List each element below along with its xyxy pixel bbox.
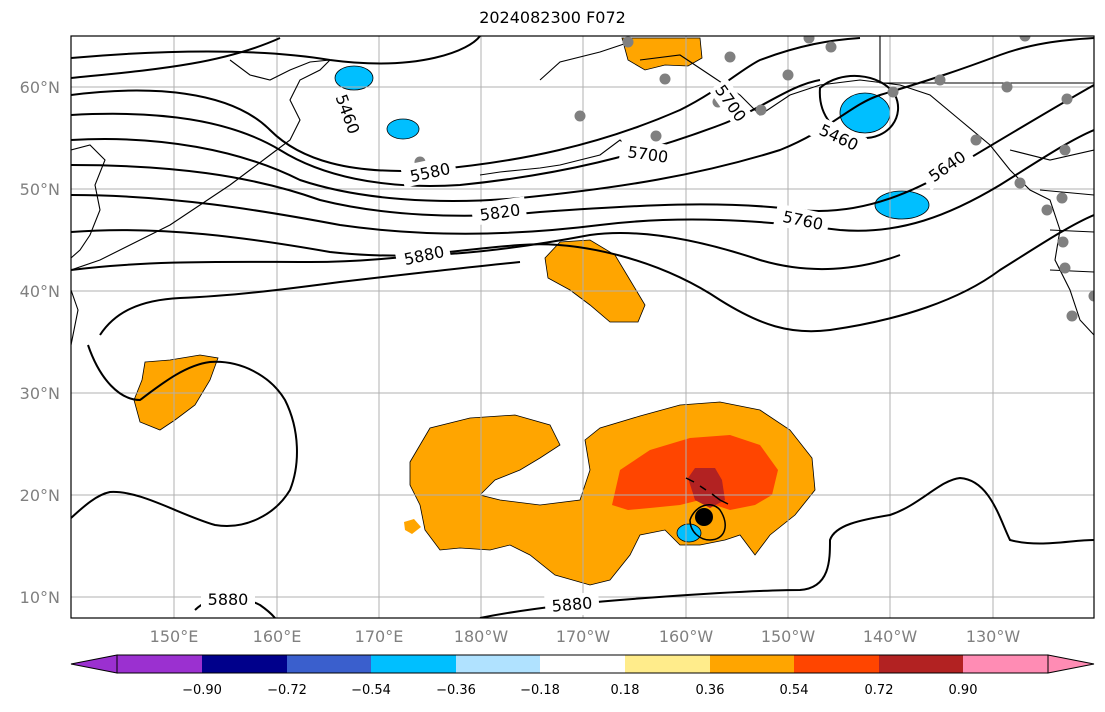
positive-anomaly-north <box>544 239 646 323</box>
lat-label: 30°N <box>20 384 60 403</box>
colorbar-tick: −0.72 <box>267 683 307 698</box>
colorbar-tick: −0.54 <box>351 683 391 698</box>
negative-anomaly-hawaii <box>676 523 702 543</box>
colorbar-segment <box>117 655 202 673</box>
lat-label: 10°N <box>20 588 60 607</box>
lon-label: 170°W <box>556 627 611 646</box>
lat-label: 50°N <box>20 180 60 199</box>
lon-label: 150°E <box>150 627 199 646</box>
colorbar-tick: 0.18 <box>611 683 640 698</box>
colorbar-segment <box>963 655 1048 673</box>
colorbar-segment <box>1047 654 1095 674</box>
colorbar-segment <box>202 655 287 673</box>
lon-label: 150°W <box>761 627 816 646</box>
contour-label: 5880 <box>208 590 249 609</box>
colorbar-segment <box>710 655 794 673</box>
colorbar-segment <box>371 655 456 673</box>
lon-label: 160°E <box>253 627 302 646</box>
latitude-labels: 60°N 50°N 40°N 30°N 20°N 10°N <box>20 78 60 607</box>
contour-label-group: 5460 5580 5700 5820 5880 5760 5460 5640 … <box>201 77 976 618</box>
negative-anomaly-kamchatka <box>386 118 420 140</box>
very-strong-anomaly <box>688 468 725 508</box>
negative-anomaly-bc <box>874 190 930 220</box>
colorbar-tick: 0.90 <box>949 683 978 698</box>
lat-label: 60°N <box>20 78 60 97</box>
colorbar-tick: 0.36 <box>696 683 725 698</box>
colorbar-tick: −0.36 <box>436 683 476 698</box>
negative-anomaly-bering <box>334 65 374 91</box>
colorbar-segment <box>625 655 710 673</box>
gridlines <box>71 36 1094 618</box>
lat-label: 40°N <box>20 282 60 301</box>
small-anomaly-patch <box>404 519 421 534</box>
colorbar-segment <box>70 654 118 674</box>
colorbar: −0.90 −0.72 −0.54 −0.36 −0.18 0.18 0.36 … <box>70 654 1095 698</box>
lon-label: 170°E <box>355 627 404 646</box>
colorbar-tick: −0.18 <box>520 683 560 698</box>
colorbar-segment <box>540 655 625 673</box>
positive-anomaly-alaska <box>621 37 703 71</box>
lon-label: 130°W <box>966 627 1021 646</box>
contour-label: 5880 <box>551 593 593 615</box>
colorbar-segment <box>287 655 371 673</box>
lon-label: 180°W <box>454 627 509 646</box>
lon-label: 160°W <box>659 627 714 646</box>
lon-label: 140°W <box>863 627 918 646</box>
longitude-labels: 150°E 160°E 170°E 180°W 170°W 160°W 150°… <box>150 627 1021 646</box>
lat-label: 20°N <box>20 486 60 505</box>
colorbar-segment <box>456 655 540 673</box>
storm-marker <box>695 508 713 526</box>
colorbar-tick: −0.90 <box>182 683 222 698</box>
coastlines <box>71 36 1094 505</box>
colorbar-tick: 0.54 <box>780 683 809 698</box>
map-title: 2024082300 F072 <box>479 8 626 27</box>
map-frame <box>70 35 1095 619</box>
colorbar-segment <box>794 655 879 673</box>
colorbar-segment <box>879 655 963 673</box>
colorbar-tick: 0.72 <box>865 683 894 698</box>
